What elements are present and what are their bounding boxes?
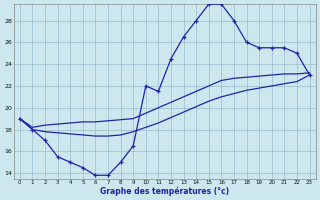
X-axis label: Graphe des températures (°c): Graphe des températures (°c) [100, 186, 229, 196]
